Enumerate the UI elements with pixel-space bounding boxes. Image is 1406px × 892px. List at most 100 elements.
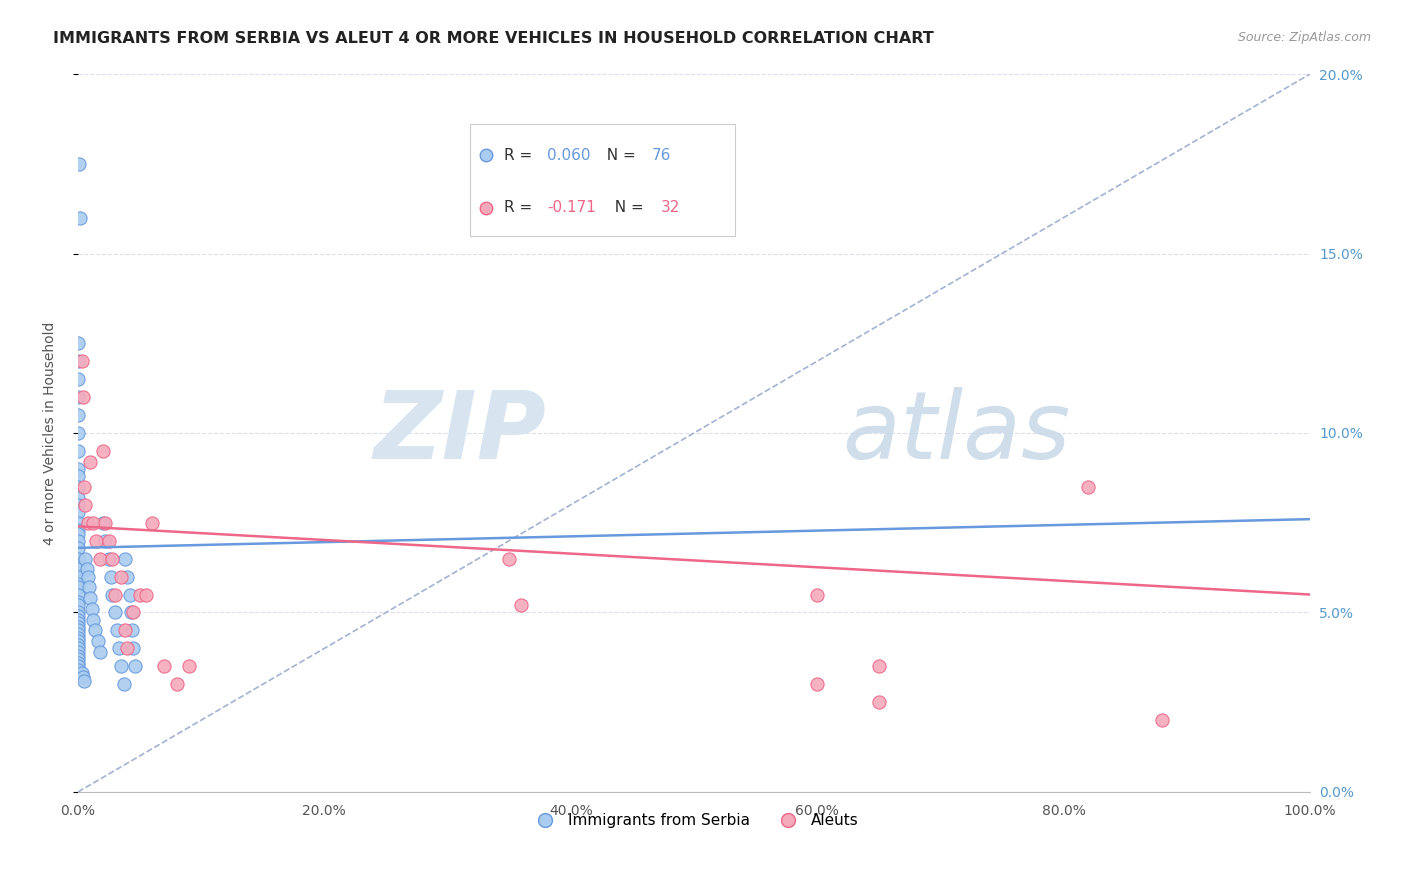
Point [86,634,108,648]
Point [66,562,89,576]
Point [1152,713,1174,727]
Point [120,606,142,620]
Point [66,336,89,351]
Point [79,591,101,606]
Text: N =: N = [605,200,650,215]
Point [1077,480,1099,494]
Point [67,157,90,171]
Point [73,480,96,494]
Point [66,523,89,537]
Y-axis label: 4 or more Vehicles in Household: 4 or more Vehicles in Household [44,321,58,545]
Point [66,613,89,627]
Point [868,695,890,709]
Point [66,652,89,666]
Point [166,677,188,691]
Point [66,645,89,659]
Point [84,624,107,638]
Point [66,408,89,422]
Point [66,354,89,368]
Point [66,526,89,541]
Point [75,498,97,512]
Point [66,627,89,641]
Legend: Immigrants from Serbia, Aleuts: Immigrants from Serbia, Aleuts [523,807,865,835]
Point [66,491,89,505]
Point [66,533,89,548]
Point [86,533,108,548]
Point [79,455,101,469]
Point [70,354,93,368]
Point [868,659,890,673]
Text: 76: 76 [652,148,672,163]
Point [66,638,89,652]
FancyBboxPatch shape [470,124,734,235]
Point [510,599,533,613]
Point [122,606,145,620]
Point [110,569,132,583]
Point [115,641,138,656]
Point [66,580,89,594]
Point [66,641,89,656]
Point [124,659,146,673]
Text: N =: N = [596,148,640,163]
Point [128,588,150,602]
Point [141,516,163,530]
Point [66,425,89,440]
Point [91,444,114,458]
Point [66,663,89,677]
Point [80,602,103,616]
Point [112,677,135,691]
Point [104,606,127,620]
Point [115,569,138,583]
Point [69,211,91,225]
Point [153,659,176,673]
Point [66,444,89,458]
Point [66,659,89,673]
Point [104,588,127,602]
Point [97,551,120,566]
Point [66,634,89,648]
Point [73,673,96,688]
Point [94,533,117,548]
Text: Source: ZipAtlas.com: Source: ZipAtlas.com [1237,31,1371,45]
Point [101,551,124,566]
Point [76,562,98,576]
Point [75,551,97,566]
Text: R =: R = [505,200,537,215]
Point [94,516,117,530]
Point [72,390,94,404]
Point [66,505,89,519]
Point [70,666,93,681]
Point [66,656,89,670]
Point [66,609,89,624]
Point [114,551,136,566]
Text: IMMIGRANTS FROM SERBIA VS ALEUT 4 OR MORE VEHICLES IN HOUSEHOLD CORRELATION CHAR: IMMIGRANTS FROM SERBIA VS ALEUT 4 OR MOR… [53,31,934,46]
Point [177,659,200,673]
Point [66,576,89,591]
Point [66,599,89,613]
Point [66,480,89,494]
Point [66,631,89,645]
Point [66,551,89,566]
Point [66,569,89,583]
Text: -0.171: -0.171 [547,200,596,215]
Text: R =: R = [505,148,537,163]
Point [135,588,157,602]
Point [66,498,89,512]
Point [122,641,145,656]
Point [66,616,89,631]
Point [82,613,104,627]
Text: ZIP: ZIP [373,387,546,479]
Point [110,659,132,673]
Point [66,541,89,555]
Point [66,648,89,663]
Point [97,533,120,548]
Point [91,516,114,530]
Point [66,588,89,602]
Point [76,516,98,530]
Point [118,588,141,602]
Point [806,588,828,602]
Point [107,641,129,656]
Point [66,624,89,638]
Point [66,595,89,609]
Point [82,516,104,530]
